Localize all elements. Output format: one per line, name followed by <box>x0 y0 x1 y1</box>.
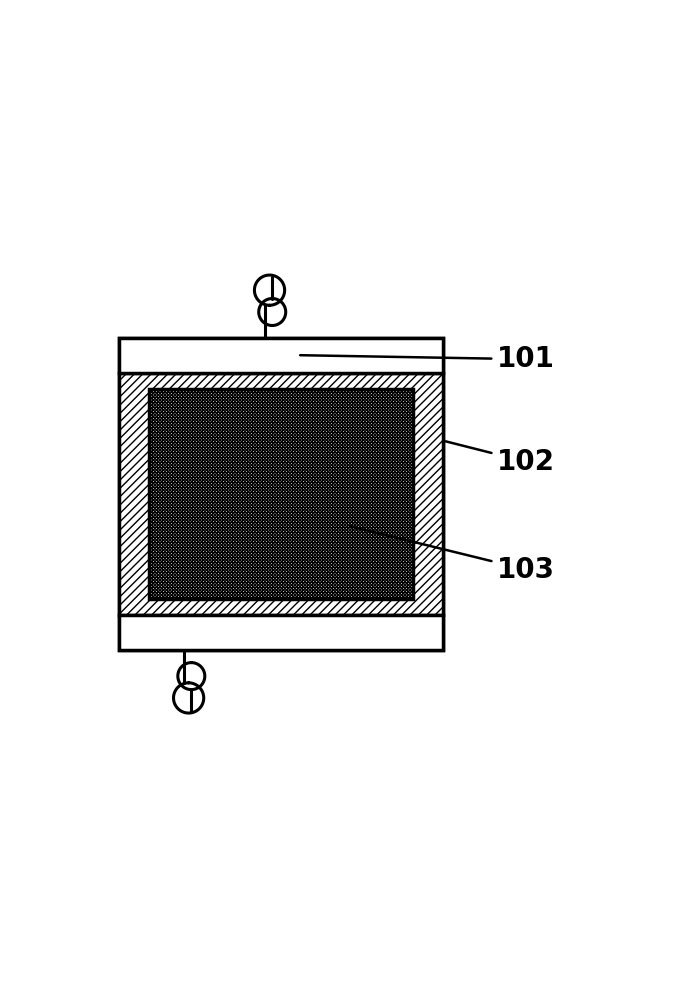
Text: 101: 101 <box>300 345 555 373</box>
Bar <box>149 389 413 599</box>
Bar <box>120 337 443 373</box>
Text: 103: 103 <box>350 526 555 584</box>
Bar <box>120 615 443 651</box>
Bar <box>120 373 443 615</box>
Bar <box>120 337 443 651</box>
Text: 102: 102 <box>445 441 555 476</box>
